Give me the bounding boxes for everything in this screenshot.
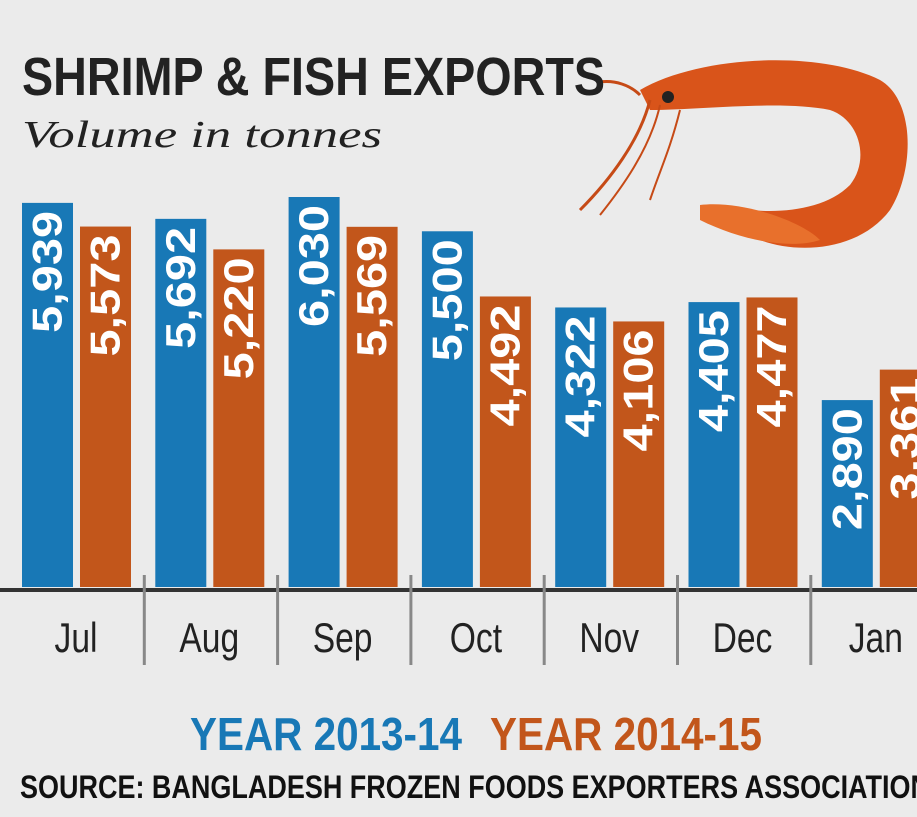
x-tick-label: Aug — [179, 616, 239, 662]
value-label: 5,573 — [82, 235, 129, 357]
x-tick-label: Jan — [849, 616, 903, 662]
shrimp-illustration — [578, 60, 908, 248]
value-label: 5,569 — [348, 235, 395, 357]
bar — [213, 249, 265, 587]
chart-title: SHRIMP & FISH EXPORTS — [22, 47, 605, 107]
x-tick-label: Nov — [579, 616, 639, 662]
bar — [613, 321, 665, 587]
bar — [555, 307, 607, 587]
bar — [80, 226, 131, 587]
bar — [22, 202, 73, 588]
value-label: 3,361 — [881, 378, 917, 500]
value-label: 5,220 — [215, 257, 262, 379]
value-label: 4,477 — [748, 305, 795, 427]
legend-entry: YEAR 2014-15 — [490, 708, 762, 760]
bar — [346, 226, 398, 587]
value-label: 2,890 — [823, 408, 870, 530]
bar — [421, 231, 473, 587]
bar — [688, 302, 740, 587]
bar — [746, 297, 798, 587]
value-label: 5,692 — [157, 227, 204, 349]
source-note: SOURCE: BANGLADESH FROZEN FOODS EXPORTER… — [20, 769, 917, 805]
x-tick-label: Sep — [313, 616, 373, 662]
bar — [479, 296, 531, 587]
value-label: 4,322 — [557, 315, 604, 437]
value-label: 5,939 — [24, 211, 71, 333]
bar — [879, 369, 917, 587]
x-tick-label: Jul — [55, 616, 98, 662]
x-tick-label: Dec — [713, 616, 773, 662]
x-tick-label: Oct — [450, 616, 503, 662]
legend-entry: YEAR 2013-14 — [190, 708, 462, 760]
bar — [155, 218, 207, 587]
value-label: 6,030 — [290, 205, 337, 327]
value-label: 5,500 — [423, 239, 470, 361]
value-label: 4,405 — [690, 310, 737, 432]
value-label: 4,492 — [481, 304, 528, 426]
bar — [288, 197, 340, 587]
value-label: 4,106 — [615, 329, 662, 451]
chart-subtitle: Volume in tonnes — [22, 114, 382, 156]
bar — [821, 400, 873, 587]
